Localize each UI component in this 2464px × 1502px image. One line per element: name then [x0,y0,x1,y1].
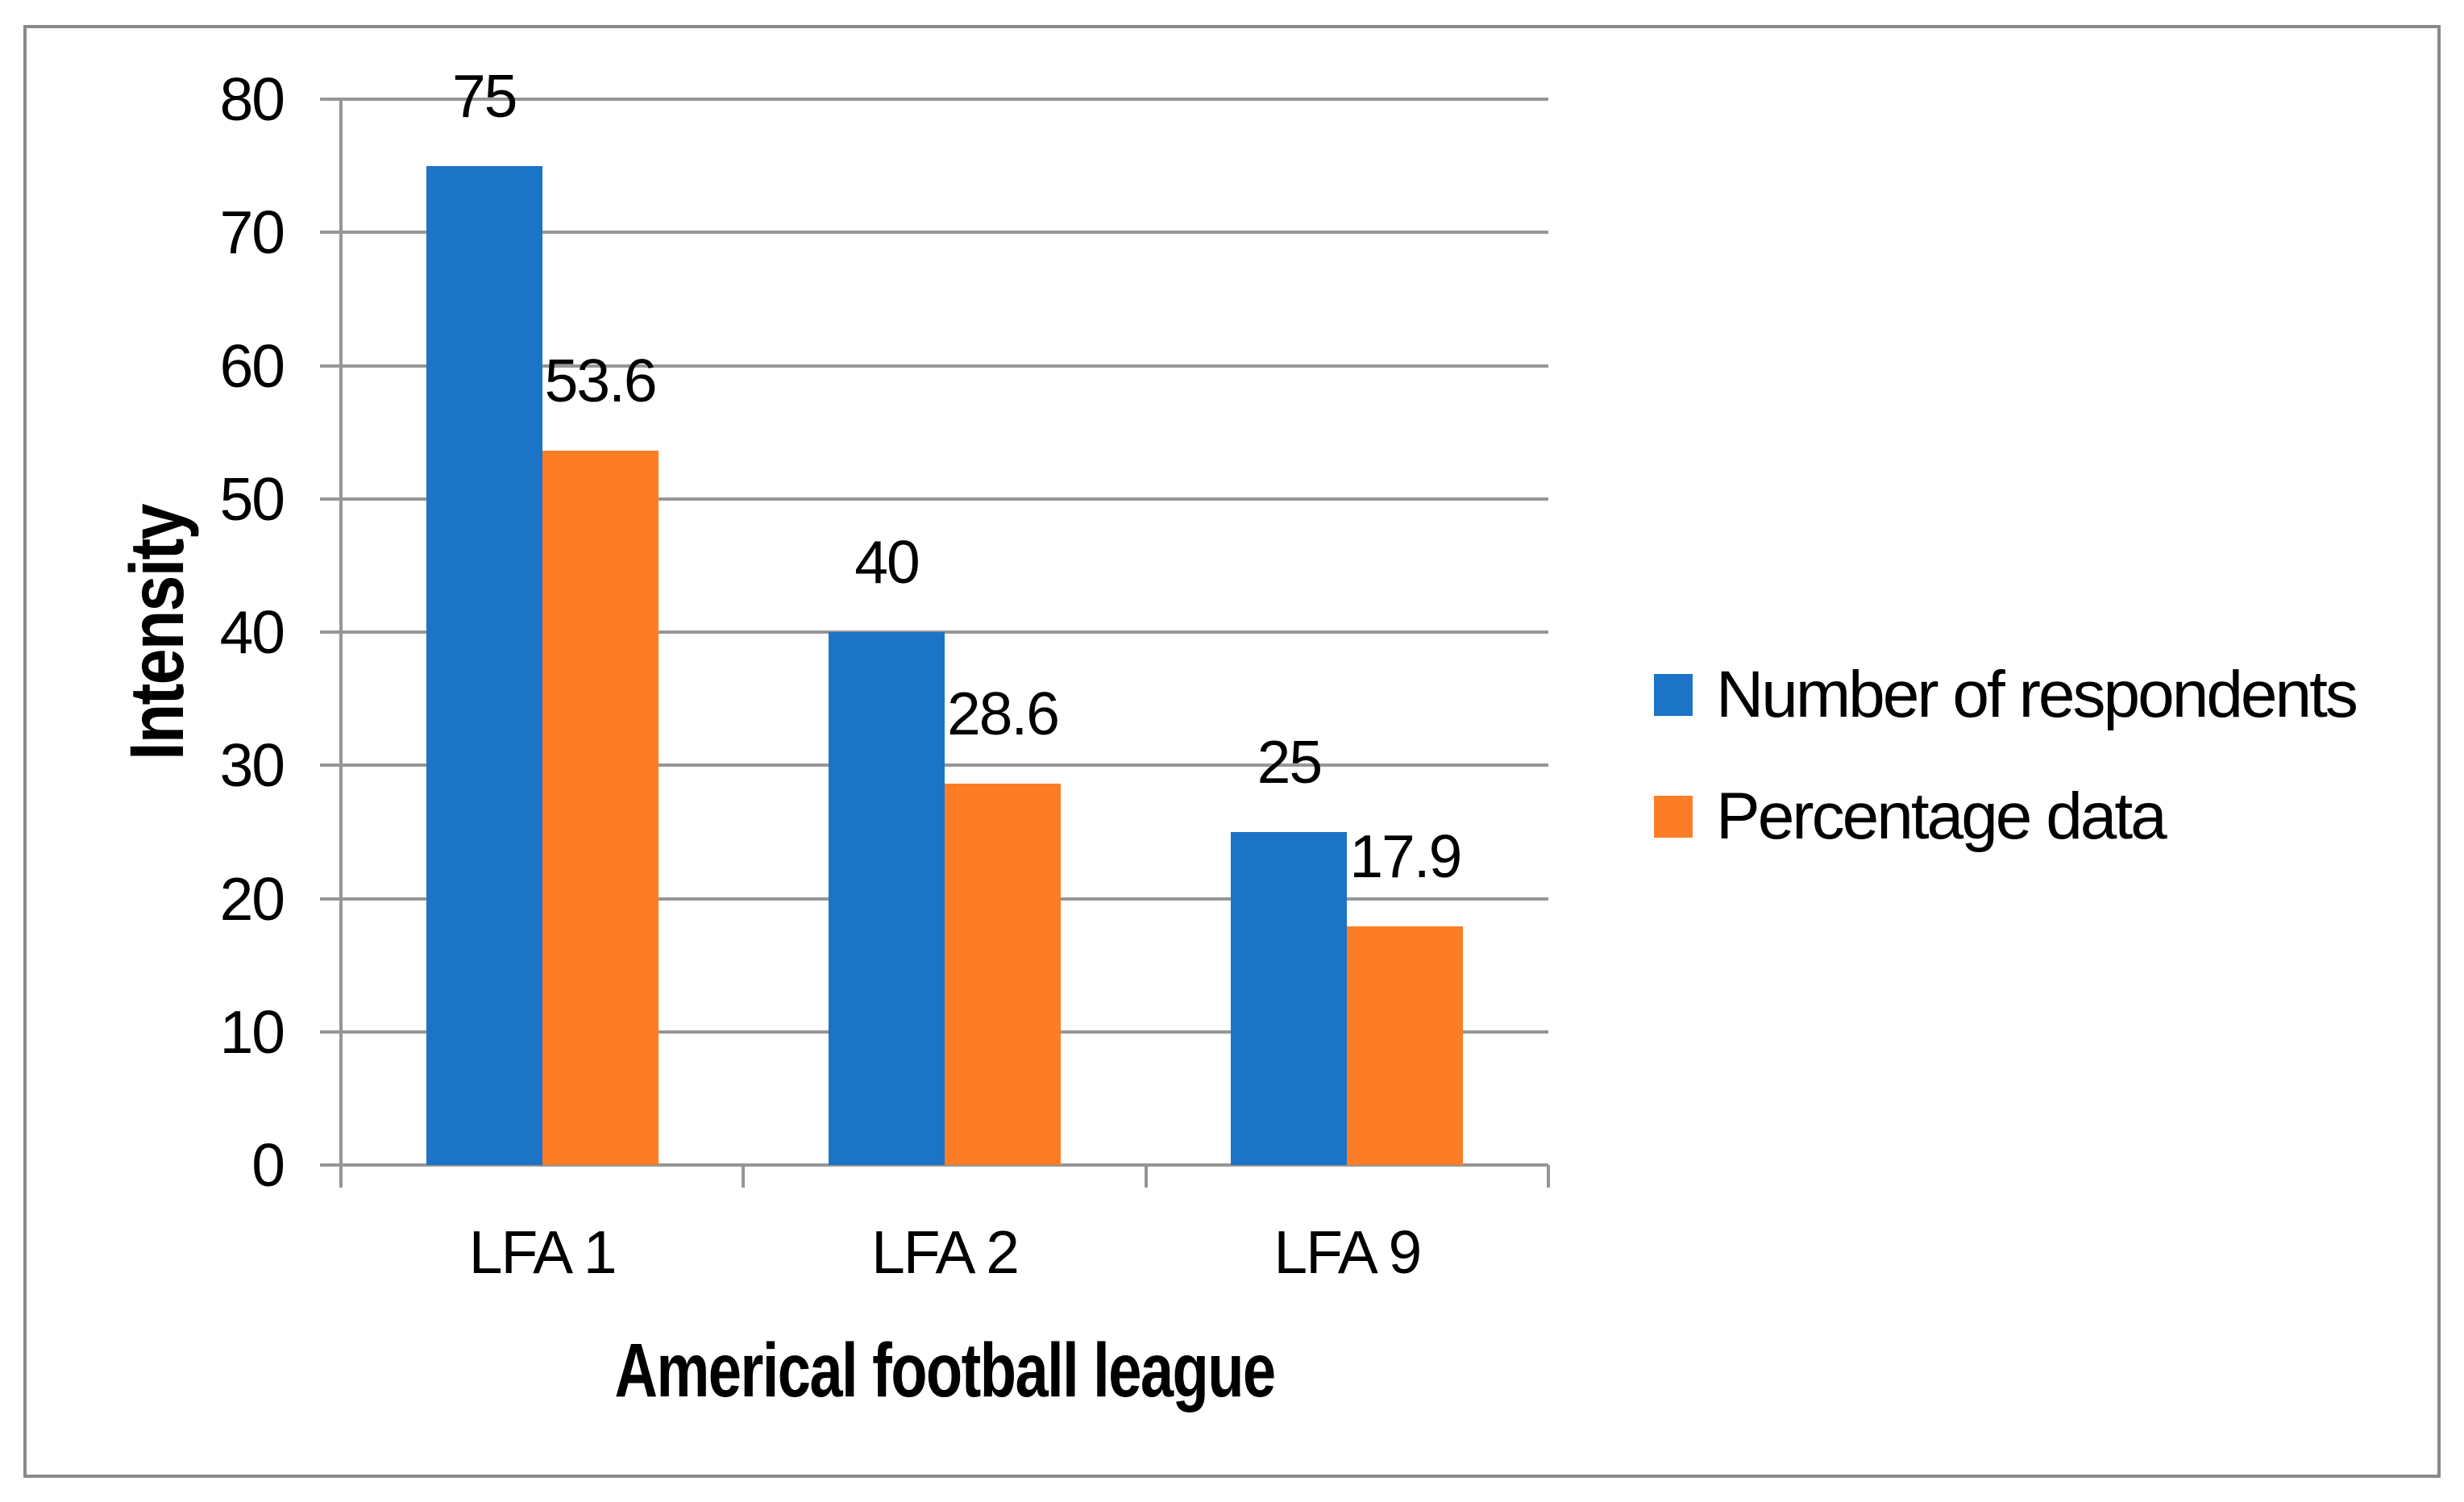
y-tick-label: 0 [251,1131,285,1199]
y-axis-tick [320,897,341,901]
bar-series0-lfa-1 [426,165,542,1165]
y-axis-tick [320,98,341,101]
bar-series1-lfa-9 [1347,926,1464,1165]
gridline [341,763,1548,768]
y-axis-tick [320,497,341,501]
data-label: 28.6 [947,680,1060,748]
category-label: LFA 2 [871,1218,1020,1286]
bar-series0-lfa-2 [829,632,945,1165]
data-label: 25 [1257,727,1323,796]
category-label: LFA 1 [468,1218,617,1286]
gridline [341,364,1548,368]
y-tick-label: 70 [219,198,285,267]
y-tick-label: 40 [219,598,285,666]
y-axis-tick [320,763,341,768]
y-tick-label: 10 [219,997,285,1066]
data-label: 17.9 [1349,822,1462,891]
x-axis-tick [1547,1165,1550,1188]
x-axis-title: Americal football league [341,1326,1548,1415]
x-axis-line [320,1163,1548,1167]
y-axis-tick [320,231,341,235]
legend-label: Number of respondents [1716,658,2358,731]
legend-label: Percentage data [1716,780,2167,853]
gridline [341,231,1548,235]
y-axis-tick [320,1030,341,1034]
legend-item-percentage-data: Percentage data [1654,780,2167,853]
bar-series0-lfa-9 [1231,831,1348,1165]
y-tick-label: 60 [219,331,285,400]
gridline [341,497,1548,501]
data-label: 40 [854,528,920,596]
x-axis-tick [742,1165,746,1188]
bar-series1-lfa-2 [945,784,1061,1165]
x-axis-title-text: Americal football league [614,1328,1276,1413]
data-label: 53.6 [544,347,658,415]
y-axis-tick [320,364,341,368]
legend-swatch-orange [1654,796,1693,838]
legend-swatch-blue [1654,674,1693,716]
chart-outer-border [23,25,2441,1478]
y-tick-label: 80 [219,65,285,133]
x-axis-tick [1144,1165,1148,1188]
gridline [341,98,1548,101]
y-axis-tick [320,630,341,634]
y-tick-label: 30 [219,731,285,800]
x-axis-tick [339,1165,343,1188]
gridline [341,630,1548,634]
y-tick-label: 50 [219,464,285,533]
category-label: LFA 9 [1274,1218,1422,1286]
legend-item-number-of-respondents: Number of respondents [1654,658,2358,731]
y-axis-line [339,99,343,1188]
data-label: 75 [451,61,517,130]
bar-series1-lfa-1 [542,451,659,1165]
y-tick-label: 20 [219,864,285,933]
